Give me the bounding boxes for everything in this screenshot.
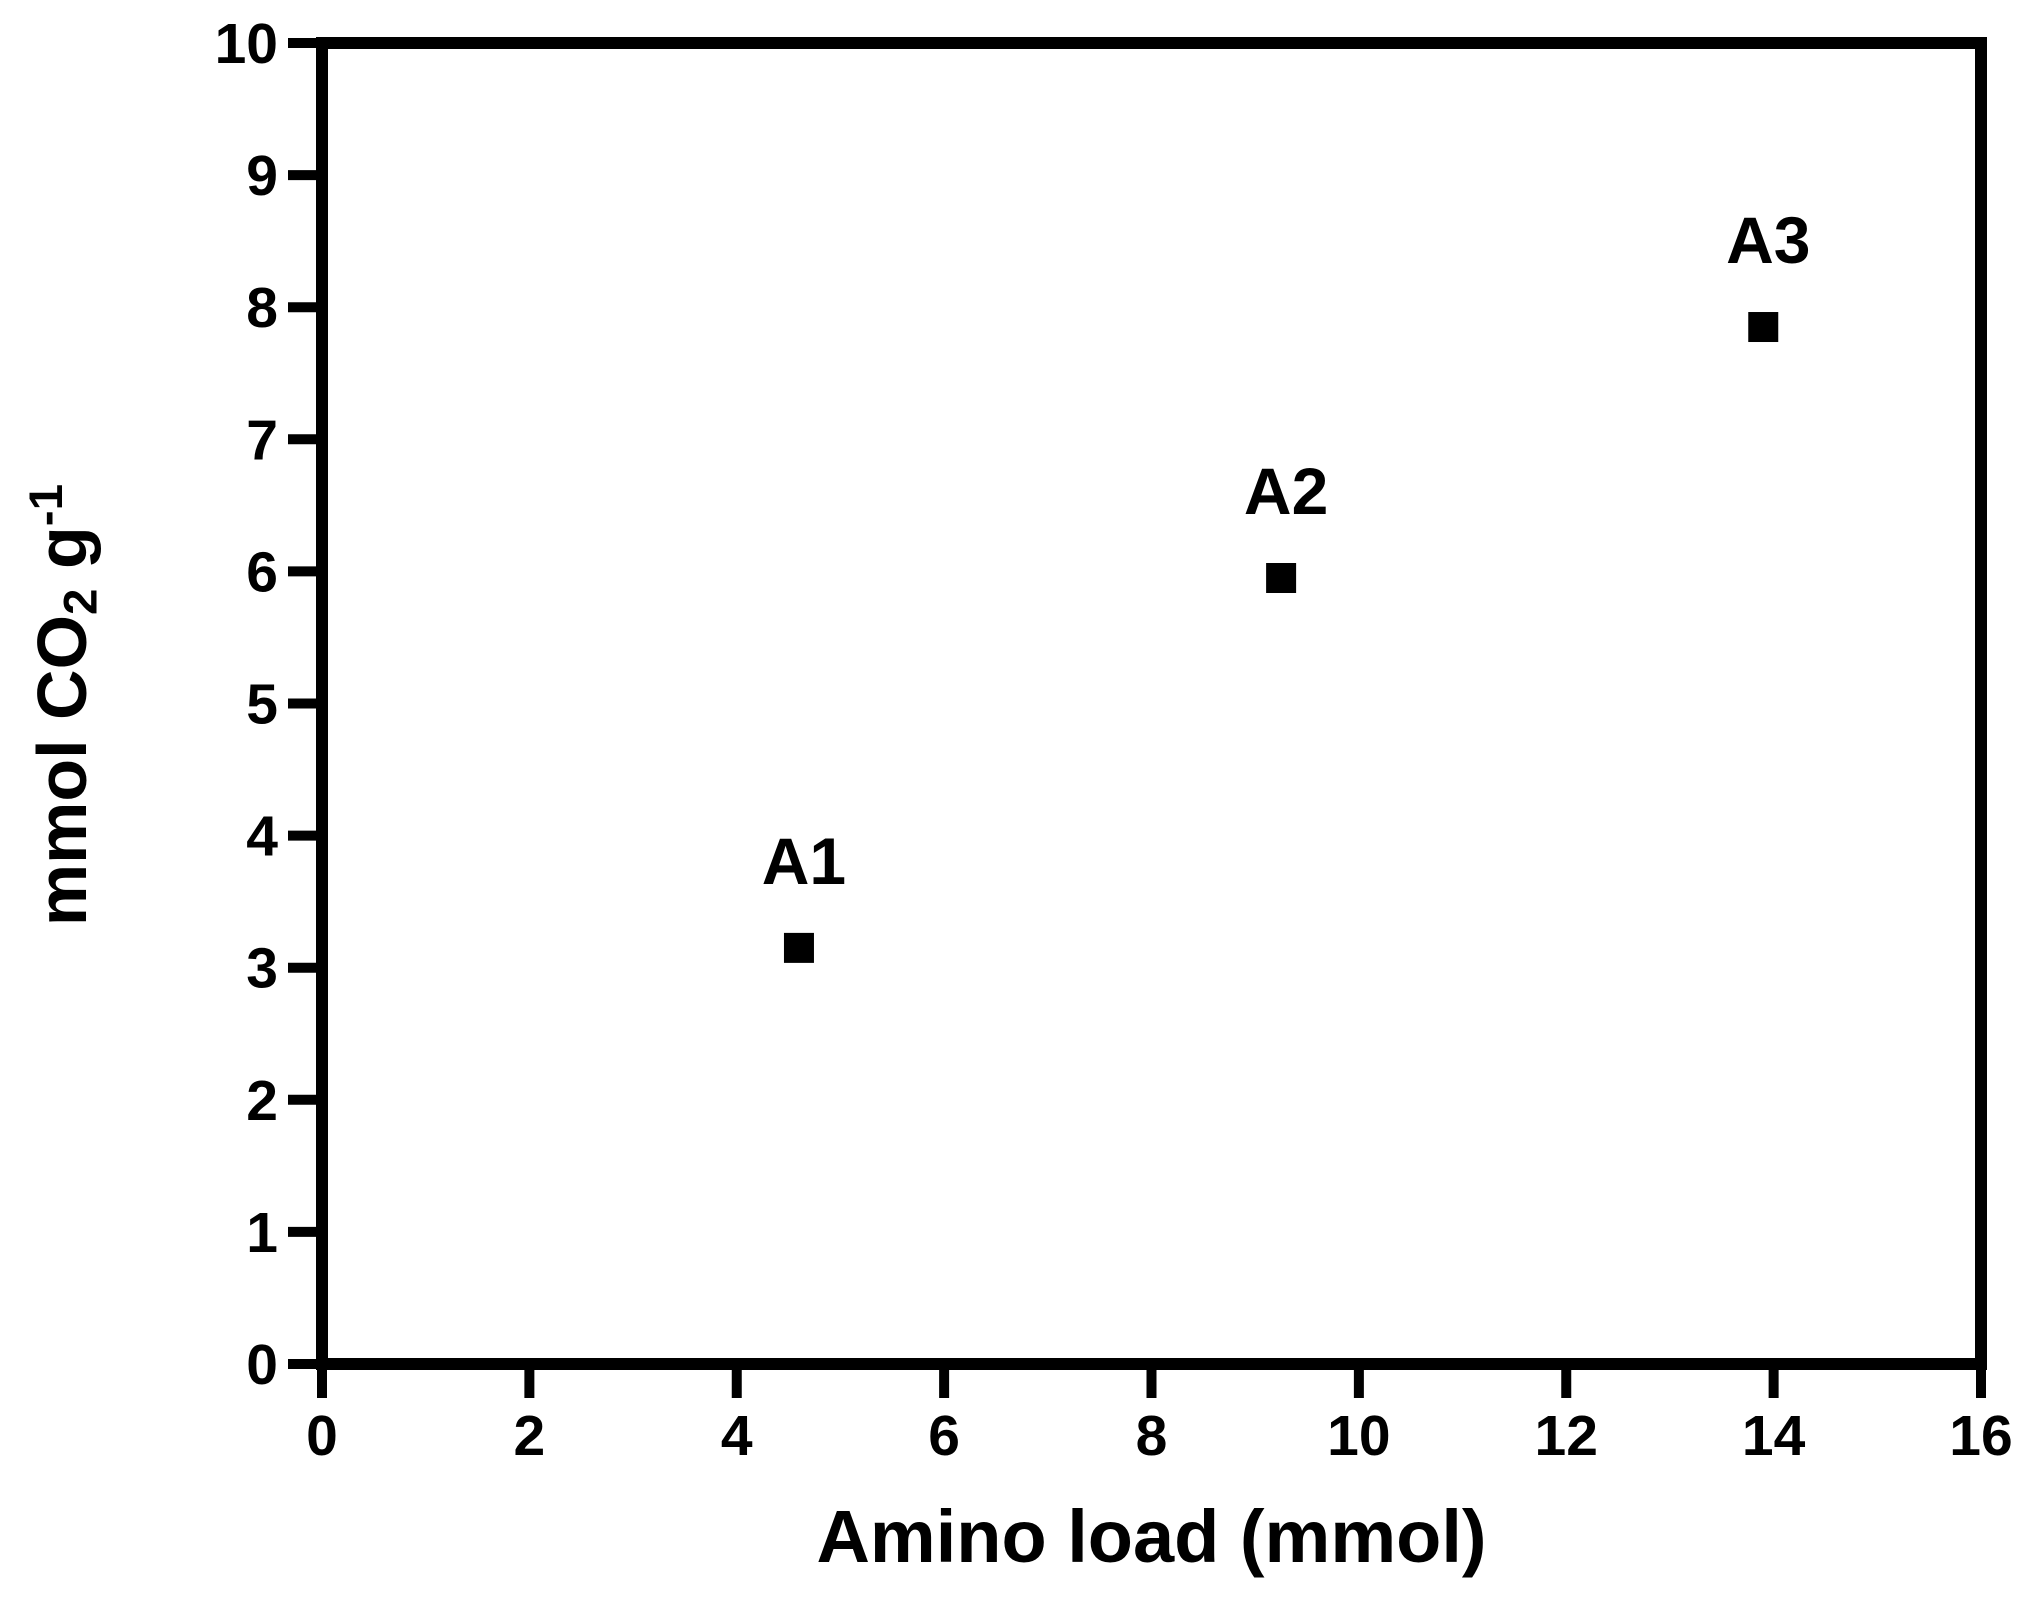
x-axis-tick-label: 12 bbox=[1535, 1404, 1598, 1468]
y-axis-tick-label: 3 bbox=[246, 937, 278, 1001]
data-point-label: A2 bbox=[1244, 454, 1328, 528]
y-axis-tick-label: 9 bbox=[246, 144, 278, 208]
x-axis-tick-label: 14 bbox=[1742, 1404, 1806, 1468]
x-axis-tick-label: 8 bbox=[1136, 1404, 1168, 1468]
x-axis-title: Amino load (mmol) bbox=[816, 1495, 1487, 1578]
y-axis-tick-label: 7 bbox=[246, 408, 278, 472]
x-axis-tick-label: 0 bbox=[306, 1404, 338, 1468]
x-axis-tick-label: 16 bbox=[1949, 1404, 2012, 1468]
y-axis-title-subscript: 2 bbox=[54, 588, 108, 615]
y-axis-tick-label: 8 bbox=[246, 276, 278, 340]
y-axis-tick-label: 4 bbox=[246, 805, 278, 869]
y-axis-title-middle: g bbox=[23, 526, 101, 589]
y-axis-tick-label: 2 bbox=[246, 1069, 278, 1133]
data-point-label: A1 bbox=[762, 824, 846, 898]
data-point-label: A3 bbox=[1726, 203, 1810, 277]
data-point-marker bbox=[1748, 312, 1779, 343]
x-axis-tick-label: 4 bbox=[721, 1404, 753, 1468]
y-axis-title-base: mmol CO bbox=[23, 614, 101, 927]
data-point-marker bbox=[783, 932, 814, 963]
y-axis-tick-label: 5 bbox=[246, 673, 278, 737]
x-axis-tick-label: 10 bbox=[1327, 1404, 1390, 1468]
y-axis-title-superscript: -1 bbox=[20, 483, 74, 527]
x-axis-tick-label: 6 bbox=[928, 1404, 960, 1468]
y-axis-title: mmol CO2 g-1 bbox=[20, 484, 107, 926]
x-axis-tick-label: 2 bbox=[514, 1404, 546, 1468]
y-axis-tick-label: 1 bbox=[246, 1201, 278, 1265]
y-axis-tick-label: 6 bbox=[246, 540, 278, 604]
data-point-marker bbox=[1266, 563, 1297, 594]
y-axis-tick-label: 10 bbox=[215, 12, 278, 76]
y-axis-tick-label: 0 bbox=[246, 1333, 278, 1397]
